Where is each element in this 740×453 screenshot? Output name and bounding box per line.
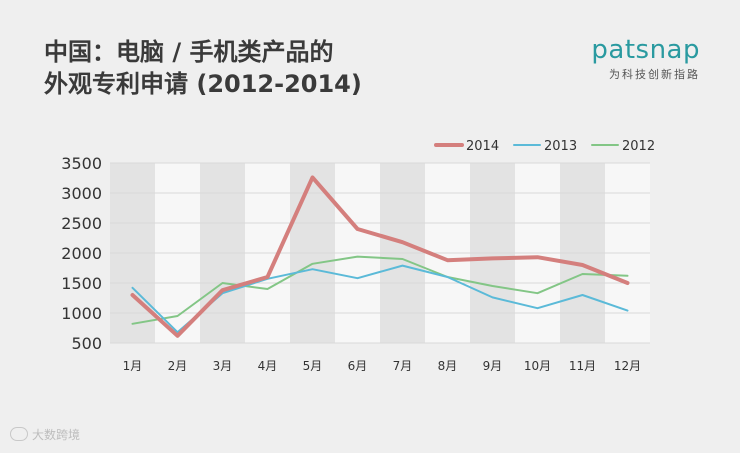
y-tick-label: 1500 (61, 274, 102, 293)
y-tick-label: 500 (71, 334, 102, 353)
title-line-2: 外观专利申请 (2012-2014) (44, 70, 362, 98)
legend-label-2014: 2014 (466, 139, 499, 154)
x-tick-label: 10月 (524, 359, 551, 373)
watermark-text: 大数跨境 (32, 428, 81, 442)
series-line-2014 (130, 175, 630, 338)
x-tick-label: 1月 (123, 359, 143, 373)
x-tick-label: 8月 (438, 359, 458, 373)
y-tick-label: 2500 (61, 214, 102, 233)
y-tick-label: 3500 (61, 154, 102, 173)
x-tick-label: 12月 (614, 359, 641, 373)
watermark-icon (10, 427, 28, 441)
legend-label-2012: 2012 (622, 139, 655, 154)
x-tick-label: 2月 (168, 359, 188, 373)
y-tick-label: 2000 (61, 244, 102, 263)
x-tick-label: 4月 (258, 359, 278, 373)
brand-name: patsnap (591, 35, 700, 65)
x-tick-label: 5月 (303, 359, 323, 373)
x-tick-label: 11月 (569, 359, 596, 373)
x-tick-label: 6月 (348, 359, 368, 373)
watermark: 大数跨境 (10, 426, 80, 443)
chart-title: 中国：电脑 / 手机类产品的 外观专利申请 (2012-2014) (44, 36, 362, 100)
series-line-2012 (131, 255, 629, 325)
title-line-1: 中国：电脑 / 手机类产品的 (44, 38, 334, 66)
brand-logo: patsnap 为科技创新指路 (591, 36, 700, 82)
x-tick-label: 7月 (393, 359, 413, 373)
x-tick-label: 3月 (213, 359, 233, 373)
y-tick-label: 3000 (61, 184, 102, 203)
x-tick-label: 9月 (483, 359, 503, 373)
brand-tagline: 为科技创新指路 (609, 68, 700, 81)
y-tick-label: 1000 (61, 304, 102, 323)
legend-label-2013: 2013 (544, 139, 577, 154)
